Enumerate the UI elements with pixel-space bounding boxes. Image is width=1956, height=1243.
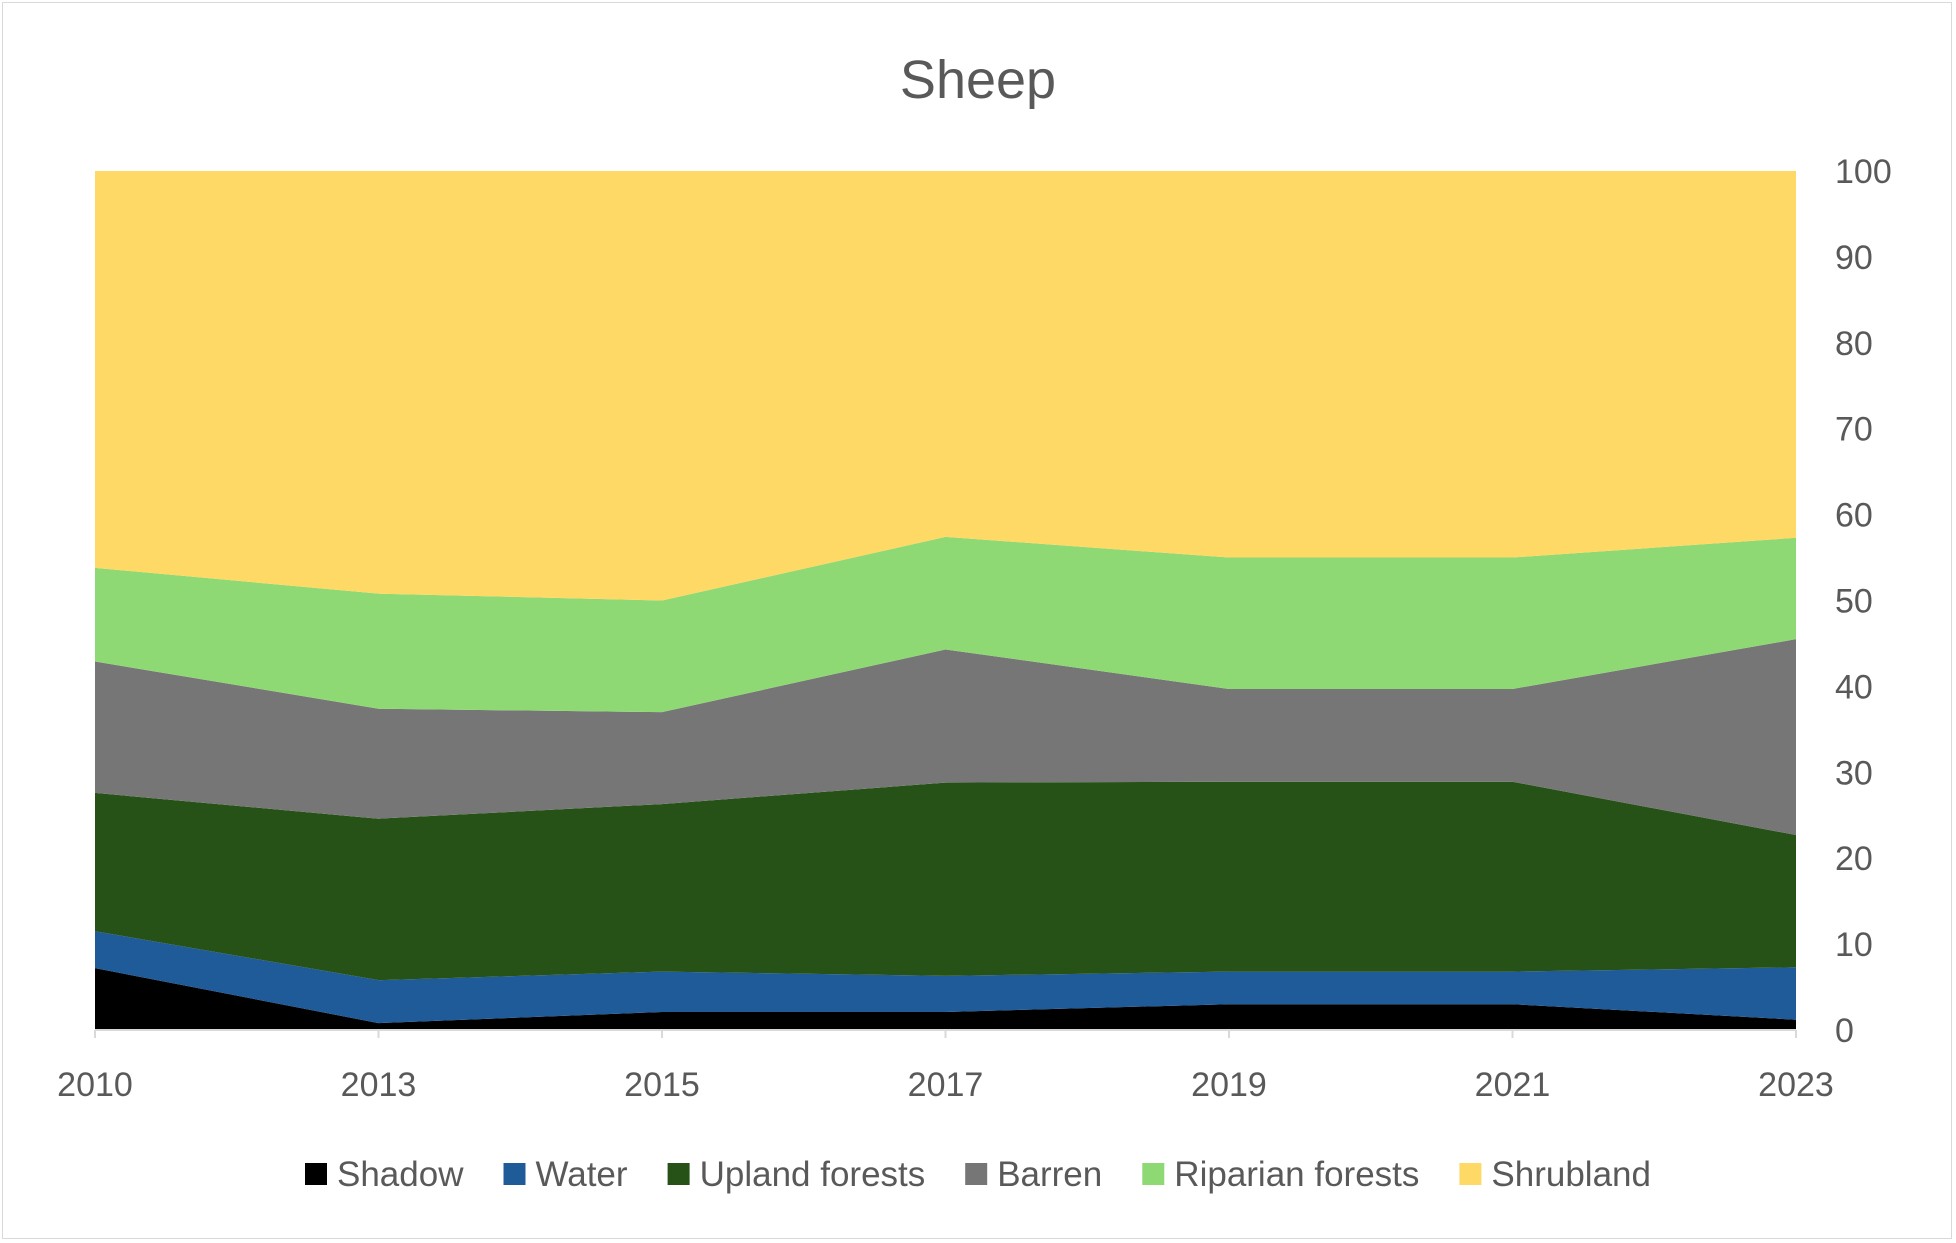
- area-water: [95, 931, 1796, 1024]
- legend-label: Water: [536, 1155, 628, 1194]
- legend-swatch: [965, 1163, 988, 1185]
- legend-swatch: [1459, 1163, 1482, 1185]
- legend-label: Riparian forests: [1174, 1155, 1419, 1194]
- legend-item-shrubland: Shrubland: [1459, 1155, 1651, 1194]
- y-tick-label: 10: [1835, 926, 1873, 964]
- areas-layer: [95, 171, 1796, 1030]
- legend-item-water: Water: [503, 1155, 628, 1194]
- x-tick-label: 2017: [908, 1066, 984, 1104]
- area-riparian-forests: [95, 536, 1796, 713]
- legend-label: Barren: [997, 1155, 1102, 1194]
- legend-label: Shrubland: [1491, 1155, 1651, 1194]
- area-shadow: [95, 968, 1796, 1030]
- y-tick-label: 100: [1835, 153, 1892, 191]
- x-tick-label: 2019: [1191, 1066, 1267, 1104]
- legend-item-upland-forests: Upland forests: [667, 1155, 926, 1194]
- y-tick-label: 70: [1835, 411, 1873, 449]
- legend-swatch: [1142, 1163, 1165, 1185]
- x-tick-label: 2021: [1475, 1066, 1551, 1104]
- legend-label: Upland forests: [700, 1155, 926, 1194]
- legend-swatch: [667, 1163, 690, 1185]
- y-tick-label: 90: [1835, 239, 1873, 277]
- x-tick-labels: 2010 2013 2015 2017 2019 2021 2023: [57, 1066, 1834, 1104]
- x-tick-label: 2015: [624, 1066, 700, 1104]
- x-tick-label: 2010: [57, 1066, 133, 1104]
- y-tick-labels: 0 10 20 30 40 50 60 70 80 90 100: [1835, 153, 1892, 1050]
- y-tick-label: 30: [1835, 754, 1873, 792]
- legend-item-barren: Barren: [965, 1155, 1102, 1194]
- y-tick-label: 60: [1835, 497, 1873, 535]
- y-tick-label: 0: [1835, 1012, 1854, 1050]
- y-tick-label: 20: [1835, 840, 1873, 878]
- area-shrubland: [95, 171, 1796, 601]
- y-tick-label: 50: [1835, 583, 1873, 621]
- stacked-area-chart: Sheep 2010 2013 2015 2017 2019 2021 2023 0 10 20…: [57, 50, 1892, 1194]
- y-tick-label: 40: [1835, 668, 1873, 706]
- x-tick-label: 2013: [341, 1066, 417, 1104]
- area-upland-forests: [95, 781, 1796, 981]
- axes-layer: [94, 1029, 1797, 1038]
- legend-swatch: [503, 1163, 526, 1185]
- legend-item-riparian-forests: Riparian forests: [1142, 1155, 1419, 1194]
- legend: Shadow Water Upland forests Barren Riparian …: [305, 1155, 1651, 1194]
- legend-item-shadow: Shadow: [305, 1155, 464, 1194]
- x-tick-label: 2023: [1758, 1066, 1834, 1104]
- chart-title: Sheep: [900, 50, 1056, 110]
- y-tick-label: 80: [1835, 325, 1873, 363]
- area-barren: [95, 639, 1796, 836]
- legend-swatch: [305, 1163, 327, 1185]
- legend-label: Shadow: [337, 1155, 464, 1194]
